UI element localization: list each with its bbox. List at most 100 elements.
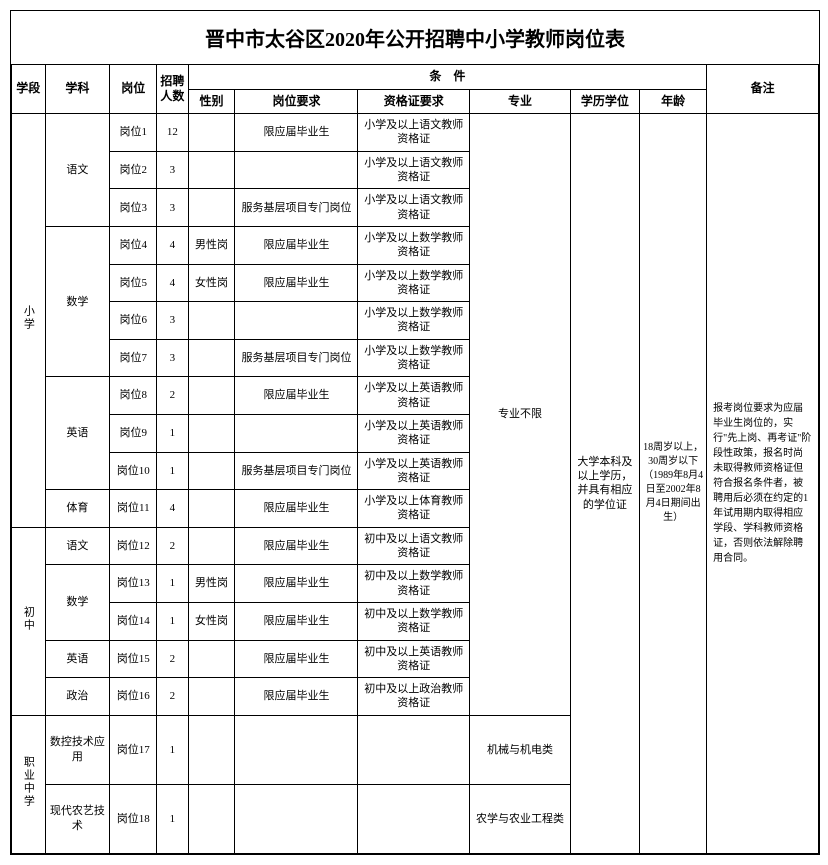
count-cell: 2 (157, 527, 188, 565)
post-cell: 岗位7 (110, 339, 157, 377)
count-cell: 4 (157, 226, 188, 264)
count-cell: 3 (157, 189, 188, 227)
stage-cell: 职业中学 (12, 715, 46, 853)
gender-cell (188, 151, 235, 189)
th-post-req: 岗位要求 (235, 89, 358, 114)
subject-cell: 数学 (45, 565, 110, 640)
th-subject: 学科 (45, 65, 110, 114)
th-cert-req: 资格证要求 (358, 89, 470, 114)
recruitment-table: 学段 学科 岗位 招聘人数 条 件 备注 性别 岗位要求 资格证要求 专业 学历… (11, 64, 819, 854)
post-cell: 岗位15 (110, 640, 157, 678)
gender-cell (188, 189, 235, 227)
post-cell: 岗位13 (110, 565, 157, 603)
gender-cell (188, 715, 235, 784)
gender-cell: 女性岗 (188, 602, 235, 640)
header-row-1: 学段 学科 岗位 招聘人数 条 件 备注 (12, 65, 819, 90)
post-cell: 岗位4 (110, 226, 157, 264)
post-cell: 岗位6 (110, 302, 157, 340)
req-cell (235, 151, 358, 189)
gender-cell: 女性岗 (188, 264, 235, 302)
cert-cell: 小学及以上数学教师资格证 (358, 339, 470, 377)
count-cell: 2 (157, 377, 188, 415)
count-cell: 4 (157, 490, 188, 528)
cert-cell: 小学及以上体育教师资格证 (358, 490, 470, 528)
gender-cell: 男性岗 (188, 565, 235, 603)
gender-cell (188, 678, 235, 716)
req-cell: 限应届毕业生 (235, 640, 358, 678)
req-cell: 服务基层项目专门岗位 (235, 452, 358, 490)
post-cell: 岗位5 (110, 264, 157, 302)
req-cell: 限应届毕业生 (235, 678, 358, 716)
post-cell: 岗位1 (110, 114, 157, 152)
major-cell: 专业不限 (470, 114, 571, 716)
req-cell: 限应届毕业生 (235, 377, 358, 415)
req-cell: 限应届毕业生 (235, 226, 358, 264)
subject-cell: 英语 (45, 377, 110, 490)
gender-cell: 男性岗 (188, 226, 235, 264)
count-cell: 1 (157, 602, 188, 640)
th-remark: 备注 (707, 65, 819, 114)
cert-cell: 小学及以上英语教师资格证 (358, 377, 470, 415)
req-cell: 服务基层项目专门岗位 (235, 189, 358, 227)
gender-cell (188, 377, 235, 415)
cert-cell: 小学及以上英语教师资格证 (358, 414, 470, 452)
major-cell: 机械与机电类 (470, 715, 571, 784)
th-stage: 学段 (12, 65, 46, 114)
post-cell: 岗位9 (110, 414, 157, 452)
remark-cell: 报考岗位要求为应届毕业生岗位的，实行"先上岗、再考证"阶段性政策，报名时尚未取得… (707, 114, 819, 854)
subject-cell: 数学 (45, 226, 110, 376)
th-age: 年龄 (640, 89, 707, 114)
age-cell: 18周岁以上，30周岁以下（1989年8月4日至2002年8月4日期间出生） (640, 114, 707, 854)
req-cell: 限应届毕业生 (235, 264, 358, 302)
cert-cell: 小学及以上数学教师资格证 (358, 264, 470, 302)
cert-cell: 小学及以上数学教师资格证 (358, 302, 470, 340)
post-cell: 岗位14 (110, 602, 157, 640)
table-row: 小学 语文 岗位1 12 限应届毕业生 小学及以上语文教师资格证 专业不限 大学… (12, 114, 819, 152)
cert-cell: 小学及以上语文教师资格证 (358, 151, 470, 189)
cert-cell: 小学及以上语文教师资格证 (358, 189, 470, 227)
th-gender: 性别 (188, 89, 235, 114)
cert-cell: 小学及以上数学教师资格证 (358, 226, 470, 264)
th-post: 岗位 (110, 65, 157, 114)
post-cell: 岗位3 (110, 189, 157, 227)
gender-cell (188, 490, 235, 528)
count-cell: 1 (157, 565, 188, 603)
count-cell: 2 (157, 678, 188, 716)
gender-cell (188, 302, 235, 340)
post-cell: 岗位17 (110, 715, 157, 784)
post-cell: 岗位10 (110, 452, 157, 490)
subject-cell: 体育 (45, 490, 110, 528)
post-cell: 岗位11 (110, 490, 157, 528)
cert-cell: 初中及以上数学教师资格证 (358, 602, 470, 640)
cert-cell (358, 715, 470, 784)
gender-cell (188, 452, 235, 490)
count-cell: 1 (157, 715, 188, 784)
count-cell: 2 (157, 640, 188, 678)
th-count: 招聘人数 (157, 65, 188, 114)
stage-cell: 初中 (12, 527, 46, 715)
req-cell: 限应届毕业生 (235, 527, 358, 565)
th-conditions: 条 件 (188, 65, 707, 90)
gender-cell (188, 339, 235, 377)
subject-cell: 政治 (45, 678, 110, 716)
count-cell: 3 (157, 302, 188, 340)
cert-cell: 初中及以上数学教师资格证 (358, 565, 470, 603)
req-cell: 限应届毕业生 (235, 114, 358, 152)
req-cell: 限应届毕业生 (235, 565, 358, 603)
cert-cell: 小学及以上语文教师资格证 (358, 114, 470, 152)
req-cell: 限应届毕业生 (235, 490, 358, 528)
cert-cell: 初中及以上政治教师资格证 (358, 678, 470, 716)
req-cell (235, 414, 358, 452)
req-cell (235, 302, 358, 340)
req-cell: 服务基层项目专门岗位 (235, 339, 358, 377)
cert-cell: 小学及以上英语教师资格证 (358, 452, 470, 490)
count-cell: 12 (157, 114, 188, 152)
count-cell: 1 (157, 414, 188, 452)
gender-cell (188, 414, 235, 452)
subject-cell: 英语 (45, 640, 110, 678)
gender-cell (188, 114, 235, 152)
count-cell: 3 (157, 151, 188, 189)
gender-cell (188, 640, 235, 678)
cert-cell: 初中及以上英语教师资格证 (358, 640, 470, 678)
count-cell: 1 (157, 452, 188, 490)
